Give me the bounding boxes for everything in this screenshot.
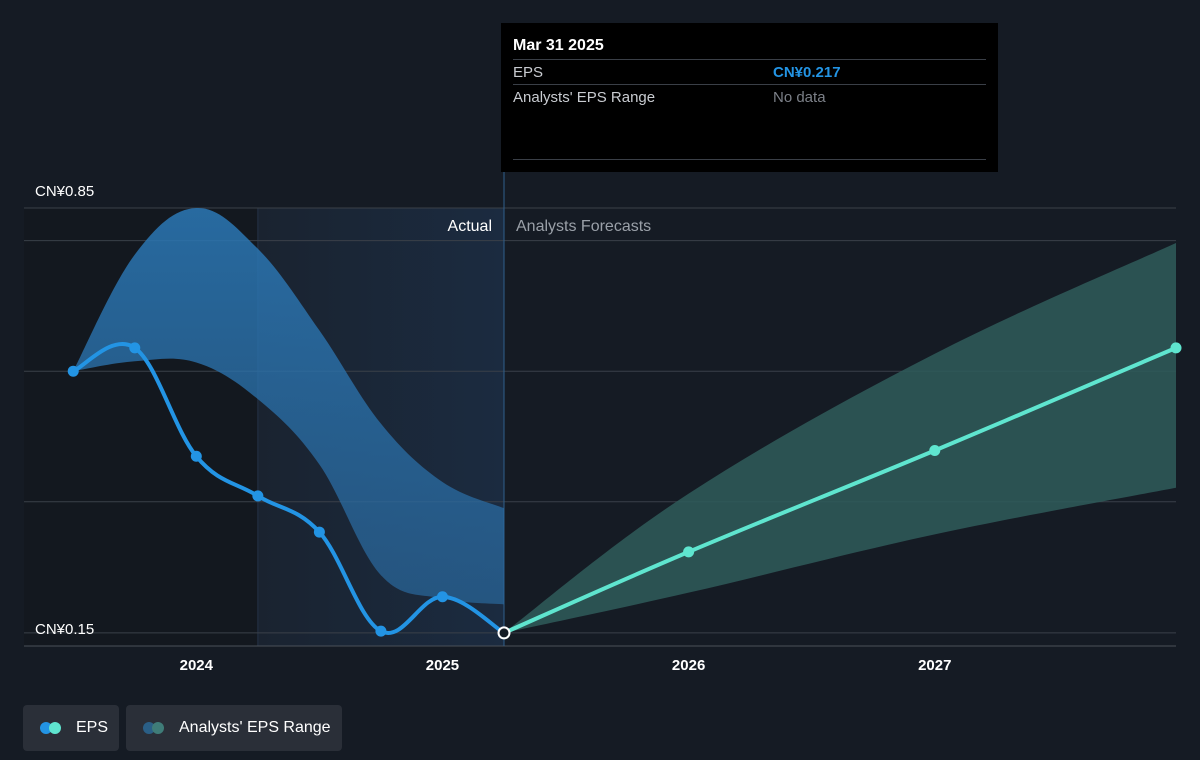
actual-section-label: Actual [448,218,492,235]
chart-lines-layer [71,342,1178,635]
eps-point-actual-4 [313,526,325,538]
eps-point-actual-6 [436,591,448,603]
eps-point-actual-3 [252,490,264,502]
y-tick-label-0: CN¥0.85 [35,183,94,200]
tooltip-divider [513,159,986,160]
eps-point-actual-1 [129,342,141,354]
eps-highlight-point [497,626,511,640]
eps-range-forecast-band [504,242,1176,633]
eps-legend-icon [40,722,66,734]
chart-points-layer [67,342,1182,640]
y-tick-label-1: CN¥0.15 [35,621,94,638]
eps-line-forecast [502,345,1178,635]
tooltip-date: Mar 31 2025 [513,37,604,54]
eps-point-forecast-1 [683,546,695,558]
chart-text-layer: CN¥0.85 CN¥0.15 2024 2025 2026 2027 Actual Anal… [35,183,951,674]
eps-point-forecast-2 [929,444,941,456]
tooltip-row-range: Analysts' EPS Range No data [513,84,986,110]
eps-line-actual [71,342,506,635]
x-tick-label-2025: 2025 [426,657,459,674]
tooltip-eps-value: CN¥0.217 [773,64,841,81]
legend-eps-label: EPS [76,719,109,736]
tooltip-range-value: No data [773,89,826,106]
legend-range-button[interactable]: Analysts' EPS Range [126,705,342,751]
eps-range-actual-band [73,207,504,605]
forecast-section-label: Analysts Forecasts [516,218,651,235]
eps-point-actual-2 [190,450,202,462]
eps-point-actual-5 [375,625,387,637]
eps-point-actual-0 [67,365,79,377]
range-legend-icon [143,722,169,734]
legend-range-label: Analysts' EPS Range [179,719,331,736]
x-tick-label-2027: 2027 [918,657,951,674]
tooltip-row-eps: EPS CN¥0.217 [513,59,986,85]
x-tick-label-2024: 2024 [180,657,214,674]
tooltip-panel: Mar 31 2025 EPS CN¥0.217 Analysts' EPS R… [501,23,998,172]
legend-eps-button[interactable]: EPS [23,705,119,751]
tooltip-range-label: Analysts' EPS Range [513,89,656,106]
chart-range-layer [73,207,1176,633]
tooltip-eps-label: EPS [513,64,544,81]
x-tick-label-2026: 2026 [672,657,705,674]
eps-point-forecast-end [1170,342,1182,354]
